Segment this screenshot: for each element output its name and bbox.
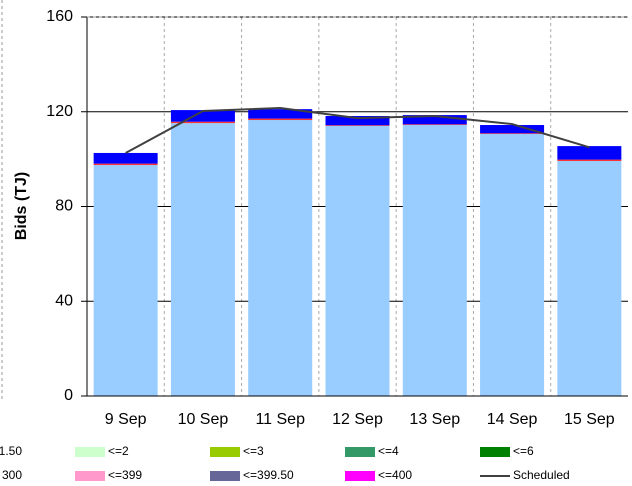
legend-label: <=6: [513, 444, 534, 458]
y-tick-label: 160: [46, 8, 73, 25]
x-tick-label: 14 Sep: [487, 411, 538, 428]
legend-swatch: [75, 447, 105, 457]
y-tick-label: 80: [55, 198, 73, 215]
bar-segment: [480, 125, 545, 134]
bar-segment: [402, 125, 467, 396]
legend-swatch: [210, 471, 240, 481]
legend-label: <=4: [378, 444, 399, 458]
legend-label: Scheduled: [513, 468, 570, 482]
bar-segment: [402, 115, 467, 125]
y-tick-label: 120: [46, 103, 73, 120]
legend-swatch: [345, 471, 375, 481]
bar-segment: [248, 118, 313, 121]
bar-segment: [480, 133, 545, 135]
bar-segment: [93, 165, 158, 396]
bar-segment: [248, 109, 313, 119]
x-tick-label: 15 Sep: [564, 411, 615, 428]
legend-label: <=399.50: [243, 468, 294, 482]
bar-segment: [557, 159, 622, 162]
legend-label: <=2: [108, 444, 129, 458]
bar-segment: [480, 134, 545, 397]
bar-segment: [402, 124, 467, 126]
legend-swatch: [75, 471, 105, 481]
legend-label: 300: [2, 468, 22, 482]
x-tick-label: 10 Sep: [178, 411, 229, 428]
x-tick-label: 11 Sep: [255, 411, 305, 428]
y-tick-label: 40: [55, 292, 73, 309]
bar-segment: [557, 146, 622, 160]
x-tick-label: 12 Sep: [332, 411, 383, 428]
bar-segment: [93, 163, 158, 166]
x-tick-label: 13 Sep: [409, 411, 460, 428]
legend-swatch: [480, 447, 510, 457]
bar-segment: [170, 121, 235, 124]
legend-label: <=399: [108, 468, 142, 482]
legend-swatch: [210, 447, 240, 457]
legend-label: 1.50: [0, 444, 22, 458]
bar-segment: [170, 110, 235, 122]
scheduled-line: [125, 106, 590, 154]
bar-segment: [325, 125, 390, 397]
bar-segment: [170, 123, 235, 397]
bar-segment: [325, 125, 390, 126]
y-axis-label: Bids (TJ): [13, 172, 30, 240]
x-tick-label: 9 Sep: [105, 411, 147, 428]
y-tick-label: 0: [64, 387, 73, 404]
bar-segment: [93, 152, 158, 164]
bar-segment: [248, 120, 313, 397]
bar-segment: [557, 161, 622, 396]
legend-swatch: [345, 447, 375, 457]
legend-label: <=400: [378, 468, 412, 482]
legend-label: <=3: [243, 444, 264, 458]
bar-segment: [325, 116, 390, 126]
